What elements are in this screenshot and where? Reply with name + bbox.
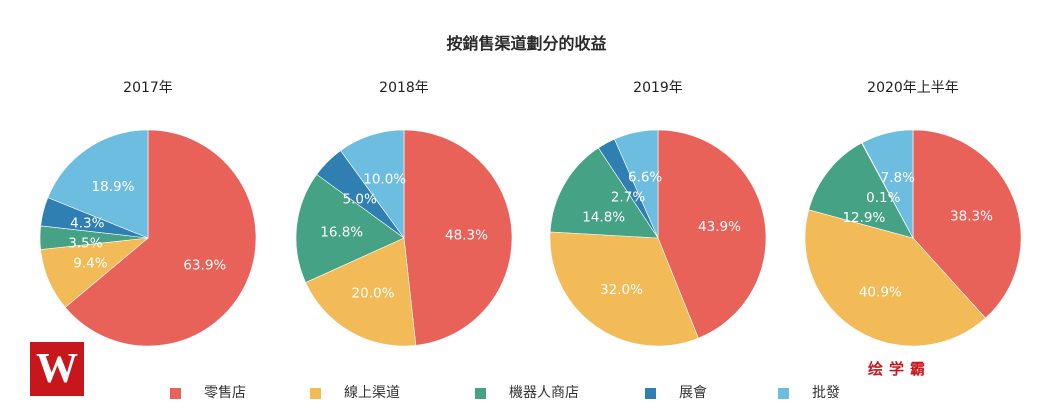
legend-swatch-wholesale: [778, 388, 789, 399]
slice-label-robot-store: 16.8%: [320, 225, 363, 241]
slice-label-wholesale: 18.9%: [92, 179, 135, 195]
legend-label-retail: 零售店: [204, 385, 246, 401]
pie-slice-wholesale[interactable]: [340, 129, 405, 239]
legend-swatch-robot-store: [475, 388, 486, 399]
pie-slice-retail[interactable]: [403, 129, 513, 346]
pie-title: 2018年: [379, 80, 429, 96]
pie-slice-retail[interactable]: [912, 129, 1022, 319]
pie-4: 2020年上半年 38.3% 40.9% 12.9% 0.1% 7.8%: [804, 80, 1022, 347]
pie-title: 2017年: [123, 80, 173, 96]
pie-slice-robot-store[interactable]: [808, 142, 914, 239]
legend-label-wholesale: 批發: [812, 385, 840, 401]
slice-label-exhibition: 5.0%: [343, 191, 377, 207]
slice-label-exhibition: 0.1%: [866, 190, 900, 206]
pie-slice-online[interactable]: [804, 209, 986, 347]
legend-swatch-online: [310, 388, 321, 399]
slice-label-online: 32.0%: [600, 282, 643, 298]
pie-slice-retail[interactable]: [64, 129, 257, 347]
pie-1: 2017年 63.9% 9.4% 3.5% 4.3% 18.9%: [39, 80, 257, 347]
pie-title: 2019年: [633, 80, 683, 96]
slice-label-exhibition: 4.3%: [70, 216, 104, 232]
slice-label-retail: 63.9%: [183, 258, 226, 274]
watermark-logo: W: [30, 342, 84, 396]
slice-label-online: 20.0%: [352, 285, 395, 301]
slice-label-retail: 43.9%: [698, 219, 741, 235]
slice-label-robot-store: 12.9%: [842, 210, 885, 226]
legend-label-online: 線上渠道: [344, 385, 400, 401]
pie-slice-robot-store[interactable]: [295, 174, 405, 283]
chart-title: 按銷售渠道劃分的收益: [446, 34, 607, 53]
legend: 零售店 線上渠道 機器人商店 展會 批發: [0, 383, 1053, 403]
pie-slice-online[interactable]: [305, 237, 417, 347]
slice-label-online: 9.4%: [73, 256, 107, 272]
slice-label-retail: 38.3%: [950, 209, 993, 225]
slice-label-wholesale: 7.8%: [881, 170, 915, 186]
pie-slice-wholesale[interactable]: [614, 129, 659, 239]
slice-label-retail: 48.3%: [445, 228, 488, 244]
pie-slice-robot-store[interactable]: [549, 147, 659, 239]
pie-3: 2019年 43.9% 32.0% 14.8% 2.7% 6.6%: [549, 80, 767, 347]
slice-label-robot-store: 14.8%: [582, 210, 625, 226]
slice-label-online: 40.9%: [859, 284, 902, 300]
legend-swatch-retail: [170, 388, 181, 399]
pie-2: 2018年 48.3% 20.0% 16.8% 5.0% 10.0%: [295, 80, 513, 347]
watermark-text: 绘学霸: [868, 360, 932, 378]
watermark-logo-letter: W: [36, 346, 78, 392]
pie-slice-online[interactable]: [549, 231, 699, 347]
slice-label-exhibition: 2.7%: [611, 190, 645, 206]
pie-slice-retail[interactable]: [657, 129, 767, 339]
pie-slice-wholesale[interactable]: [47, 129, 149, 239]
slice-label-wholesale: 10.0%: [363, 171, 406, 187]
slice-label-robot-store: 3.5%: [68, 236, 102, 252]
pie-slice-wholesale[interactable]: [861, 129, 914, 239]
legend-label-exhibition: 展會: [679, 385, 707, 401]
legend-swatch-exhibition: [645, 388, 656, 399]
pie-title: 2020年上半年: [867, 80, 959, 96]
slice-label-wholesale: 6.6%: [628, 170, 662, 186]
legend-label-robot-store: 機器人商店: [509, 385, 579, 401]
